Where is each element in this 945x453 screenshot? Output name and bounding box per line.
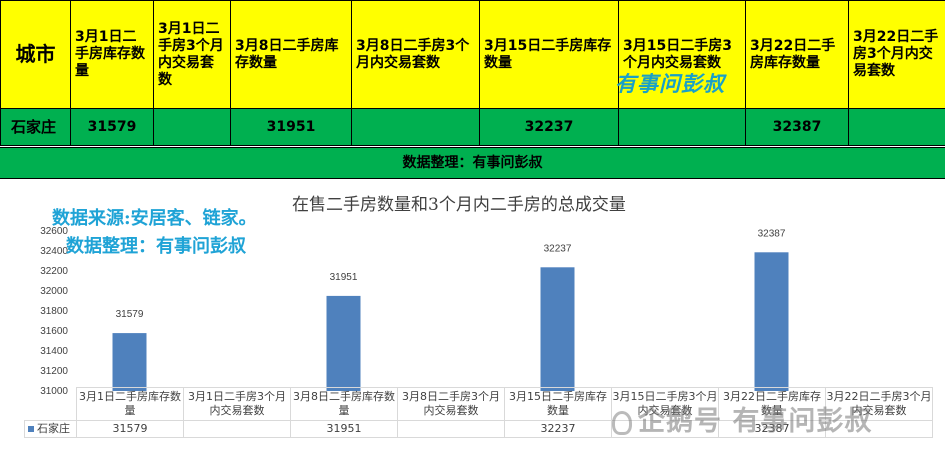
value-row: 石家庄 31579 31951 32237 32387 <box>24 420 933 438</box>
row-city: 石家庄 <box>0 108 71 146</box>
legend-entry: 石家庄 <box>24 420 77 438</box>
column-header: 3月22日二手房库存数量 <box>745 0 849 109</box>
bar <box>754 252 789 391</box>
column-header: 3月15日二手房3个月内交易套数 <box>618 0 746 109</box>
bottom-watermark: 企鹅号 有事问彭叔 <box>612 399 872 438</box>
category-label: 3月22日二手房3个月内交易套数 <box>825 387 933 421</box>
column-header: 3月8日二手房3个月内交易套数 <box>351 0 480 109</box>
column-header: 3月15日二手房库存数量 <box>479 0 619 109</box>
value-cell: 32387 <box>718 420 826 438</box>
column-header: 3月22日二手房3个月内交易套数 <box>848 0 945 109</box>
column-header: 3月1日二手房库存数量 <box>70 0 154 109</box>
table-cell <box>848 108 945 146</box>
table-cell: 32387 <box>745 108 849 146</box>
credit-note: 数据整理：有事问彭叔 <box>66 236 246 257</box>
data-label: 31951 <box>330 272 358 283</box>
data-label: 31579 <box>116 309 144 320</box>
value-cell <box>825 420 933 438</box>
table-cell <box>153 108 231 146</box>
value-cell: 31579 <box>76 420 184 438</box>
y-tick-label: 32400 <box>40 246 68 257</box>
chart-title: 在售二手房数量和3个月内二手房的总成交量 <box>292 195 626 215</box>
bar <box>326 295 361 391</box>
y-tick-label: 32000 <box>40 286 68 297</box>
banner: 数据整理：有事问彭叔 <box>0 147 945 179</box>
value-cell: 32237 <box>504 420 612 438</box>
y-tick-label: 31600 <box>40 326 68 337</box>
watermark-text: 企鹅号 有事问彭叔 <box>638 406 873 437</box>
category-label: 3月8日二手房3个月内交易套数 <box>397 387 505 421</box>
table-cell <box>351 108 480 146</box>
table-cell: 31579 <box>70 108 154 146</box>
table-watermark: 有事问彭叔 <box>615 71 725 96</box>
chart-data-table: 3月1日二手房库存数量 3月1日二手房3个月内交易套数 3月8日二手房库存数量 … <box>24 387 933 438</box>
value-cell: 31951 <box>290 420 398 438</box>
y-tick-label: 31800 <box>40 306 68 317</box>
column-header: 3月1日二手房3个月内交易套数 <box>153 0 231 109</box>
y-tick-label: 32600 <box>40 226 68 237</box>
y-tick-label: 31400 <box>40 346 68 357</box>
category-label: 3月1日二手房库存数量 <box>76 387 184 421</box>
y-tick-label: 32200 <box>40 266 68 277</box>
table-header-row: 城市 3月1日二手房库存数量 3月1日二手房3个月内交易套数 3月8日二手房库存… <box>0 0 945 109</box>
column-header: 3月8日二手房库存数量 <box>230 0 352 109</box>
table-row: 石家庄 31579 31951 32237 32387 <box>0 108 945 146</box>
series-name: 石家庄 <box>37 422 70 435</box>
chart-plot: 3100031200314003160031800320003220032400… <box>40 226 789 397</box>
y-tick-label: 31200 <box>40 366 68 377</box>
data-label: 32387 <box>758 228 786 239</box>
bars-group: 31579 31951 32237 32387 <box>112 228 789 391</box>
bar <box>112 333 147 391</box>
category-label: 3月8日二手房库存数量 <box>290 387 398 421</box>
blank-cell <box>24 387 77 421</box>
bar-chart: 31000 31200 31400 31600 31800 32000 32200 32400… <box>0 180 945 453</box>
category-label: 3月15日二手房库存数量 <box>504 387 612 421</box>
city-header: 城市 <box>0 0 71 109</box>
legend-key-icon <box>28 426 34 432</box>
y-axis: 3100031200314003160031800320003220032400… <box>40 226 68 397</box>
table-cell <box>618 108 746 146</box>
category-label: 3月1日二手房3个月内交易套数 <box>183 387 291 421</box>
source-note: 数据来源:安居客、链家。 <box>52 208 257 229</box>
data-label: 32237 <box>544 243 572 254</box>
table-cell: 32237 <box>479 108 619 146</box>
bar <box>540 267 575 391</box>
table-cell: 31951 <box>230 108 352 146</box>
summary-table: 城市 3月1日二手房库存数量 3月1日二手房3个月内交易套数 3月8日二手房库存… <box>0 0 945 146</box>
penguin-icon <box>612 410 632 435</box>
value-cell <box>183 420 291 438</box>
value-cell <box>397 420 505 438</box>
